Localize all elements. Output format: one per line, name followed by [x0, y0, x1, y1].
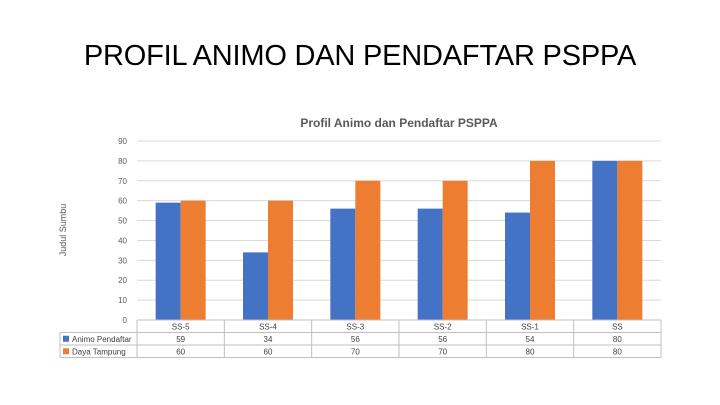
- data-value-label: 80: [613, 335, 622, 344]
- bar-animo-pendaftar-ss-5: [155, 202, 181, 320]
- bar-animo-pendaftar-ss-4: [243, 252, 268, 320]
- y-axis-ticks: 0 10 20 30 40 50 60 70 80 90: [118, 137, 127, 325]
- data-table: SS-5 SS-4 SS-3 SS-2 SS-1 SS Animo Pendaftar 59 3…: [59, 319, 662, 358]
- data-value-label: 56: [438, 335, 447, 344]
- legend-label: Daya Tampung: [72, 347, 126, 356]
- gridlines: [137, 140, 661, 321]
- bar-animo-pendaftar-ss-1: [505, 212, 530, 320]
- data-value-label: 80: [526, 347, 535, 356]
- y-tick-label: 60: [118, 197, 127, 206]
- y-tick-label: 20: [118, 276, 127, 285]
- y-tick-label: 80: [118, 157, 127, 166]
- data-value-label: 34: [264, 335, 273, 344]
- bar-daya-tampung-ss: [617, 160, 643, 320]
- y-tick-label: 40: [118, 236, 127, 245]
- legend-label: Animo Pendaftar: [72, 335, 132, 344]
- y-tick-label: 30: [118, 256, 127, 265]
- bar-daya-tampung-ss-1: [530, 160, 555, 320]
- bar-animo-pendaftar-ss-2: [417, 208, 443, 320]
- category-label: SS: [612, 322, 623, 331]
- data-value-label: 70: [351, 347, 360, 356]
- y-axis-title: Judul Sumbu: [58, 204, 68, 257]
- data-value-label: 59: [176, 335, 185, 344]
- chart-title: Profil Animo dan Pendaftar PSPPA: [300, 116, 498, 130]
- bars: [155, 160, 643, 320]
- bar-daya-tampung-ss-3: [355, 180, 381, 320]
- y-tick-label: 70: [118, 177, 127, 186]
- y-tick-label: 10: [118, 296, 127, 305]
- slide-title: PROFIL ANIMO DAN PENDAFTAR PSPPA: [83, 40, 637, 72]
- data-value-label: 60: [176, 347, 185, 356]
- legend-key: [63, 348, 69, 355]
- y-tick-label: 90: [118, 137, 127, 146]
- data-value-label: 54: [526, 335, 535, 344]
- bar-animo-pendaftar-ss: [592, 160, 618, 320]
- data-value-label: 80: [613, 347, 622, 356]
- category-label: SS-2: [434, 322, 452, 331]
- category-label: SS-1: [521, 322, 539, 331]
- bar-daya-tampung-ss-5: [180, 200, 206, 320]
- data-value-label: 56: [351, 335, 360, 344]
- y-tick-label: 0: [123, 316, 128, 325]
- category-label: SS-3: [346, 322, 364, 331]
- y-tick-label: 50: [118, 217, 127, 226]
- bar-daya-tampung-ss-4: [268, 200, 293, 320]
- data-value-label: 70: [438, 347, 447, 356]
- category-label: SS-4: [259, 322, 277, 331]
- category-label: SS-5: [172, 322, 190, 331]
- bar-animo-pendaftar-ss-3: [330, 208, 356, 320]
- data-value-label: 60: [264, 347, 273, 356]
- legend-key: [63, 335, 69, 342]
- bar-daya-tampung-ss-2: [442, 180, 468, 320]
